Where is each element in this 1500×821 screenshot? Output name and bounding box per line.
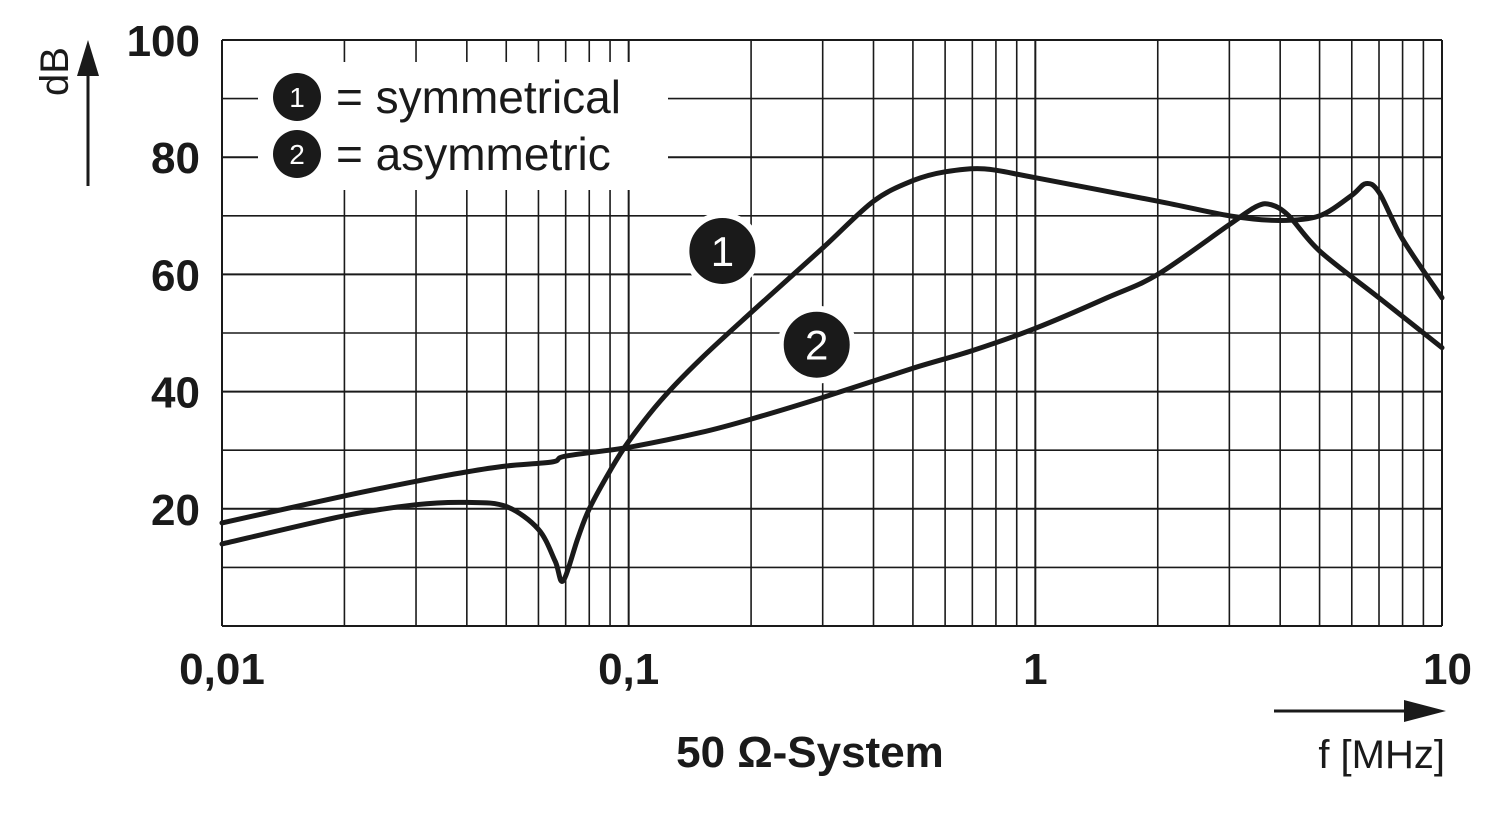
y-tick-label: 100 bbox=[127, 17, 200, 66]
legend-label-2: = asymmetric bbox=[336, 128, 611, 180]
legend-badge-1 bbox=[273, 73, 321, 121]
legend-badge-2 bbox=[273, 130, 321, 178]
series-line-symmetrical bbox=[219, 166, 1445, 584]
legend-badge-label-2: 2 bbox=[289, 139, 305, 170]
series-marker-label-2: 2 bbox=[805, 322, 828, 369]
tick-labels: 20 40 60 80 100 0,01 0,1 1 10 bbox=[127, 17, 1472, 694]
y-tick-label: 60 bbox=[151, 251, 200, 300]
x-tick-label: 1 bbox=[1023, 645, 1047, 694]
chart-subtitle: 50 Ω-System bbox=[676, 728, 944, 777]
series-lines bbox=[219, 166, 1445, 584]
legend-background bbox=[258, 62, 668, 190]
y-tick-label: 20 bbox=[151, 486, 200, 535]
x-tick-label: 0,1 bbox=[598, 645, 659, 694]
x-axis-arrow bbox=[1274, 700, 1446, 722]
series-marker-badge-2 bbox=[777, 305, 856, 384]
series-marker-label-1: 1 bbox=[711, 228, 734, 275]
series-line-asymmetric bbox=[219, 201, 1445, 526]
x-tick-label: 0,01 bbox=[179, 645, 265, 694]
series-annotations: 12 bbox=[683, 211, 856, 384]
x-tick-label: 10 bbox=[1423, 645, 1472, 694]
y-axis-label: dB bbox=[33, 47, 77, 96]
y-tick-label: 40 bbox=[151, 369, 200, 418]
legend-label-1: = symmetrical bbox=[336, 71, 621, 123]
x-axis-label: f [MHz] bbox=[1318, 733, 1445, 777]
series-marker-badge-1 bbox=[683, 211, 762, 290]
legend-badge-label-1: 1 bbox=[289, 82, 305, 113]
y-tick-label: 80 bbox=[151, 134, 200, 183]
y-axis-arrow bbox=[77, 40, 99, 186]
legend: 1 = symmetrical 2 = asymmetric bbox=[258, 62, 668, 190]
